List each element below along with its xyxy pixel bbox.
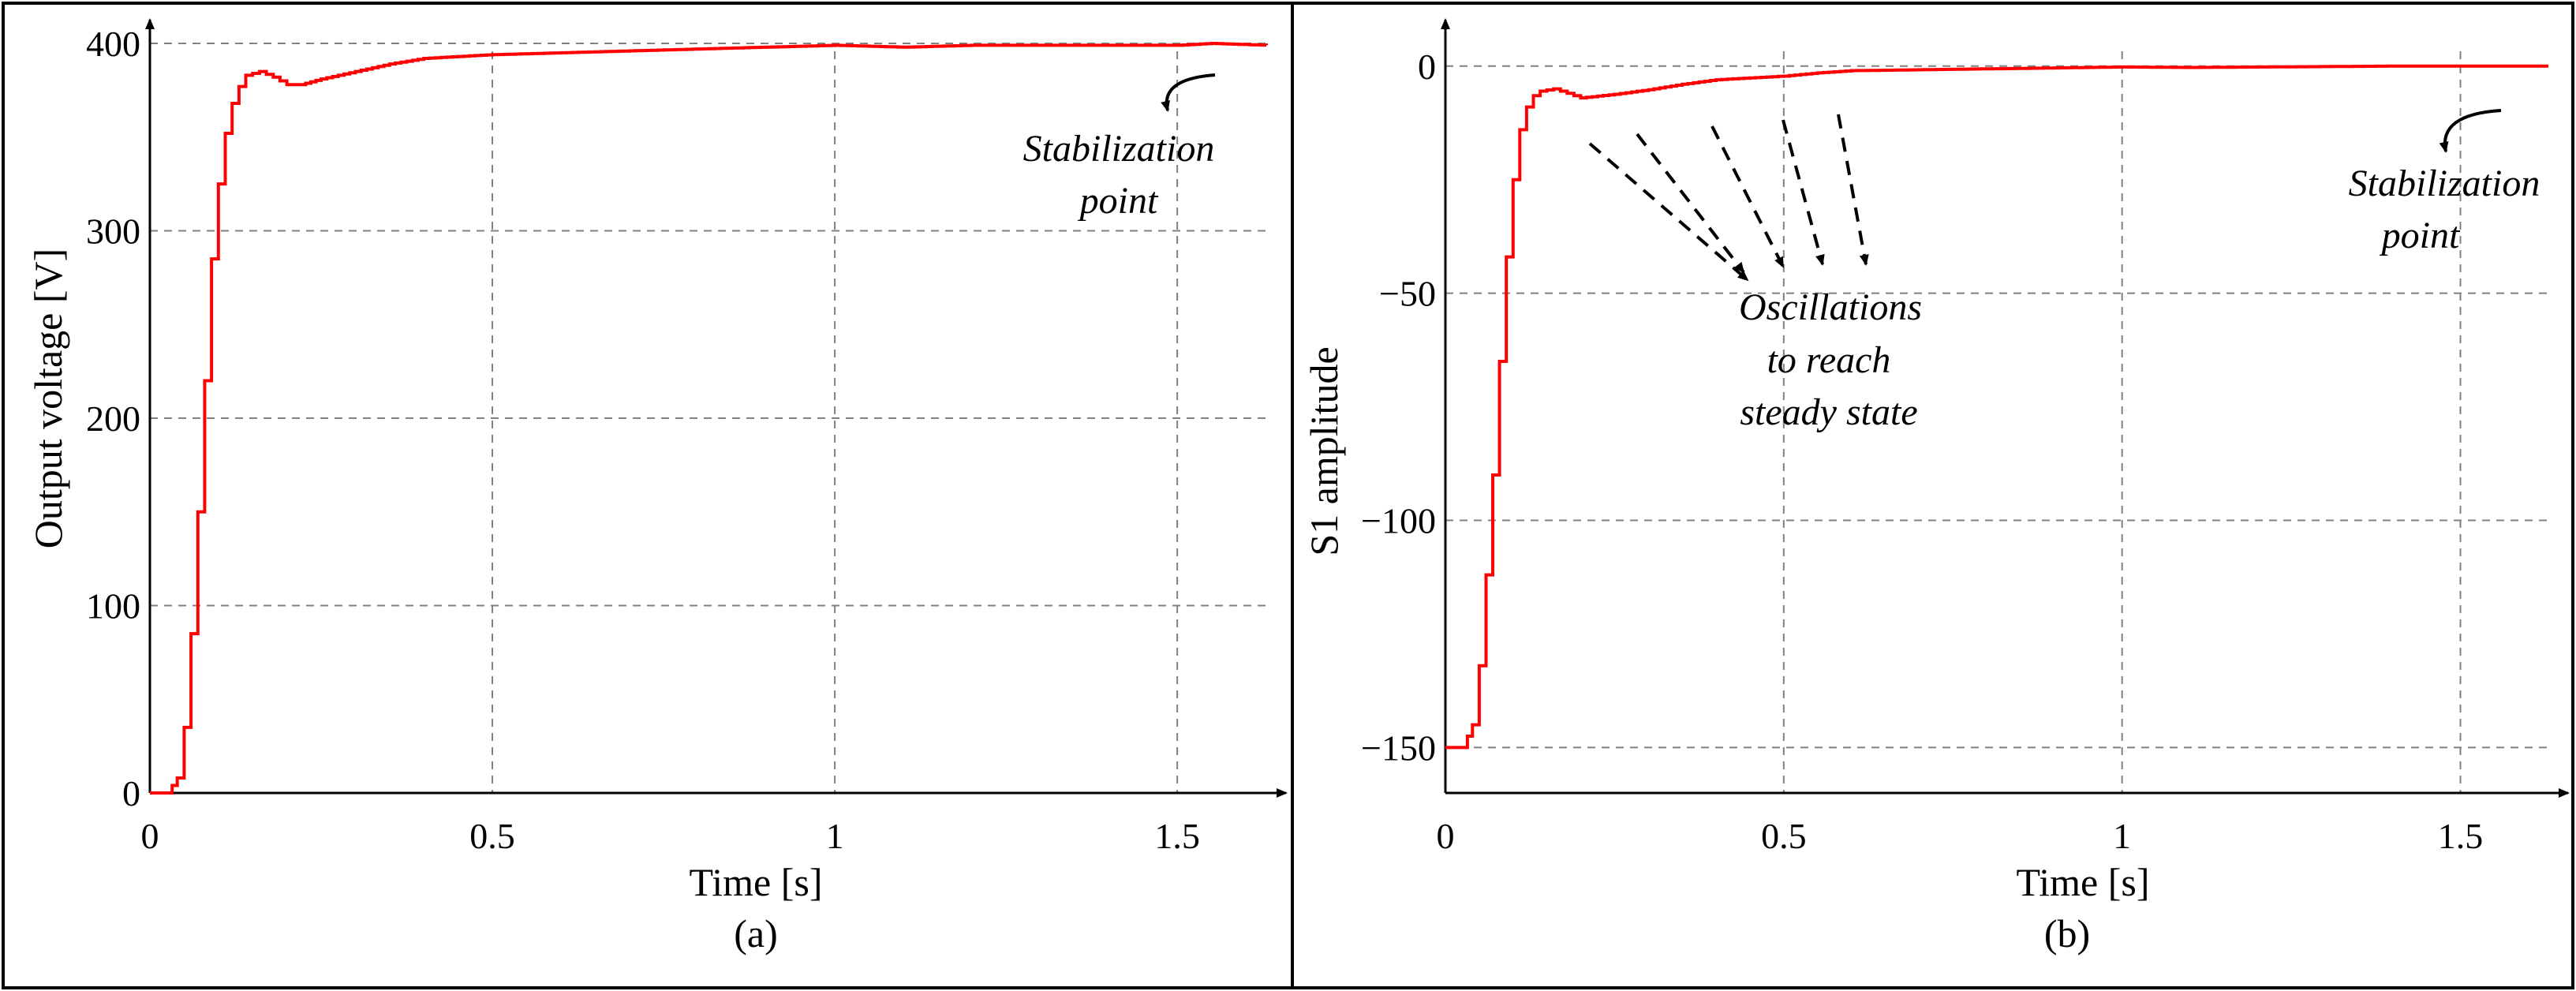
chart-b-annotation-arrow [2439, 109, 2502, 153]
chart-b: 0 0.5 1 1.5 −150 −100 −50 0 Time [s] S1 amplit… [1302, 18, 2570, 955]
chart-b-osc-line-3: steady state [1740, 391, 1917, 433]
chart-a-axes [145, 18, 1288, 798]
chart-b-caption: (b) [2044, 911, 2090, 955]
chart-b-axes [1441, 18, 2570, 798]
chart-b-y-tick-label: −150 [1361, 727, 1436, 768]
chart-b-annotation-line-2: point [2380, 215, 2461, 256]
chart-a-y-tick-label: 100 [86, 586, 140, 626]
chart-b-annotation-line-1: Stabilization [2349, 163, 2540, 204]
chart-a-x-tick-label: 0 [141, 816, 159, 856]
chart-b-annotation-stabilization: Stabilization point [2349, 109, 2540, 256]
chart-a-y-tick-label: 0 [122, 773, 140, 813]
chart-a-x-tick-label: 1.5 [1154, 816, 1200, 856]
chart-a-y-ticks: 0 100 200 300 400 [86, 24, 140, 813]
chart-b-y-tick-label: −50 [1379, 274, 1436, 314]
chart-b-y-label: S1 amplitude [1302, 346, 1346, 555]
chart-b-annotation-oscillations: Oscillations to reach steady state [1588, 114, 1922, 433]
chart-a-caption: (a) [734, 911, 778, 955]
chart-b-y-ticks: −150 −100 −50 0 [1361, 47, 1436, 768]
chart-b-osc-arrow-3 [1710, 125, 1785, 268]
chart-a-y-tick-label: 200 [86, 398, 140, 439]
chart-b-x-ticks: 0 0.5 1 1.5 [1437, 816, 2484, 856]
chart-a-annotation: Stabilization point [1023, 73, 1216, 222]
chart-a-x-label: Time [s] [689, 860, 822, 904]
chart-a-y-tick-label: 400 [86, 24, 140, 64]
chart-a-x-tick-label: 0.5 [469, 816, 515, 856]
chart-b-series-line [1445, 64, 2548, 750]
chart-b-x-tick-label: 1.5 [2438, 816, 2484, 856]
chart-a-annotation-line-2: point [1078, 180, 1159, 222]
chart-a-annotation-arrow [1161, 73, 1216, 112]
chart-a-y-tick-label: 300 [86, 211, 140, 252]
chart-b-x-tick-label: 0.5 [1761, 816, 1807, 856]
chart-a-x-tick-label: 1 [826, 816, 844, 856]
chart-b-osc-line-2: to reach [1767, 339, 1891, 381]
chart-b-x-label: Time [s] [2016, 860, 2149, 904]
chart-b-osc-line-1: Oscillations [1739, 286, 1922, 328]
chart-a-annotation-line-1: Stabilization [1023, 128, 1215, 170]
chart-a-y-label: Output voltage [V] [26, 249, 70, 548]
chart-b-gridlines [1445, 51, 2548, 793]
chart-b-osc-arrow-5 [1837, 114, 1869, 266]
chart-b-y-tick-label: −100 [1361, 501, 1436, 541]
chart-a-series-line [150, 42, 1268, 795]
chart-a: 0 0.5 1 1.5 0 100 200 300 400 Time [s] Output v… [26, 18, 1288, 955]
chart-b-osc-arrow-1 [1588, 142, 1749, 282]
chart-b-osc-arrow-4 [1782, 119, 1825, 266]
chart-b-osc-arrow-2 [1636, 133, 1745, 274]
chart-a-x-ticks: 0 0.5 1 1.5 [141, 816, 1200, 856]
chart-b-y-tick-label: 0 [1418, 47, 1436, 87]
chart-b-x-tick-label: 1 [2113, 816, 2131, 856]
chart-b-x-tick-label: 0 [1437, 816, 1455, 856]
